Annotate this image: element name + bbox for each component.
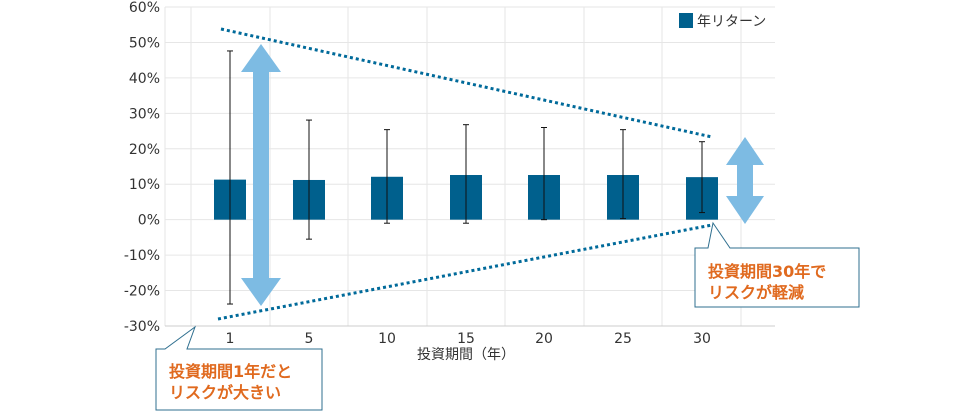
y-tick-label: 10% (129, 177, 160, 193)
decorations (217, 27, 764, 321)
legend: 年リターン (679, 13, 766, 30)
callout-long-term-line1: 投資期間30年で (708, 262, 827, 281)
lower-trend-line (217, 223, 713, 321)
x-tick-label: 1 (226, 331, 235, 347)
y-axis-ticks: -30% -20% -10% 0% 10% 20% 30% 40% 50% 60% (124, 0, 160, 335)
upper-trend-line (220, 27, 713, 139)
y-tick-label: -30% (124, 319, 160, 335)
callout-short-term-line1: 投資期間1年だと (169, 362, 293, 381)
callout-short-term-box (155, 325, 323, 411)
callout-short-term: 投資期間1年だと リスクが大きい (155, 325, 323, 411)
y-tick-label: 50% (129, 35, 160, 51)
legend-swatch (679, 13, 693, 28)
x-axis-ticks: 1 5 10 15 20 25 30 (226, 331, 711, 347)
x-axis-title: 投資期間（年） (417, 347, 515, 363)
legend-label: 年リターン (697, 14, 766, 30)
x-tick-label: 10 (378, 331, 396, 347)
x-tick-label: 20 (535, 331, 553, 347)
x-tick-label: 5 (305, 331, 314, 347)
small-risk-arrow-icon (726, 137, 764, 224)
callout-long-term-box (694, 221, 860, 308)
y-tick-label: 30% (129, 106, 160, 122)
callout-long-term-line2: リスクが軽減 (708, 283, 805, 302)
y-tick-label: 0% (138, 213, 160, 229)
error-bars (227, 50, 705, 305)
large-risk-arrow-icon (241, 44, 281, 306)
y-tick-label: 40% (129, 71, 160, 87)
y-tick-label: -20% (124, 284, 160, 300)
x-tick-label: 15 (457, 331, 475, 347)
callout-long-term: 投資期間30年で リスクが軽減 (694, 221, 860, 308)
y-tick-label: -10% (124, 248, 160, 264)
y-tick-label: 60% (129, 0, 160, 16)
x-tick-label: 30 (693, 331, 711, 347)
y-tick-label: 20% (129, 142, 160, 158)
callout-short-term-line2: リスクが大きい (169, 383, 282, 402)
x-tick-label: 25 (614, 331, 632, 347)
